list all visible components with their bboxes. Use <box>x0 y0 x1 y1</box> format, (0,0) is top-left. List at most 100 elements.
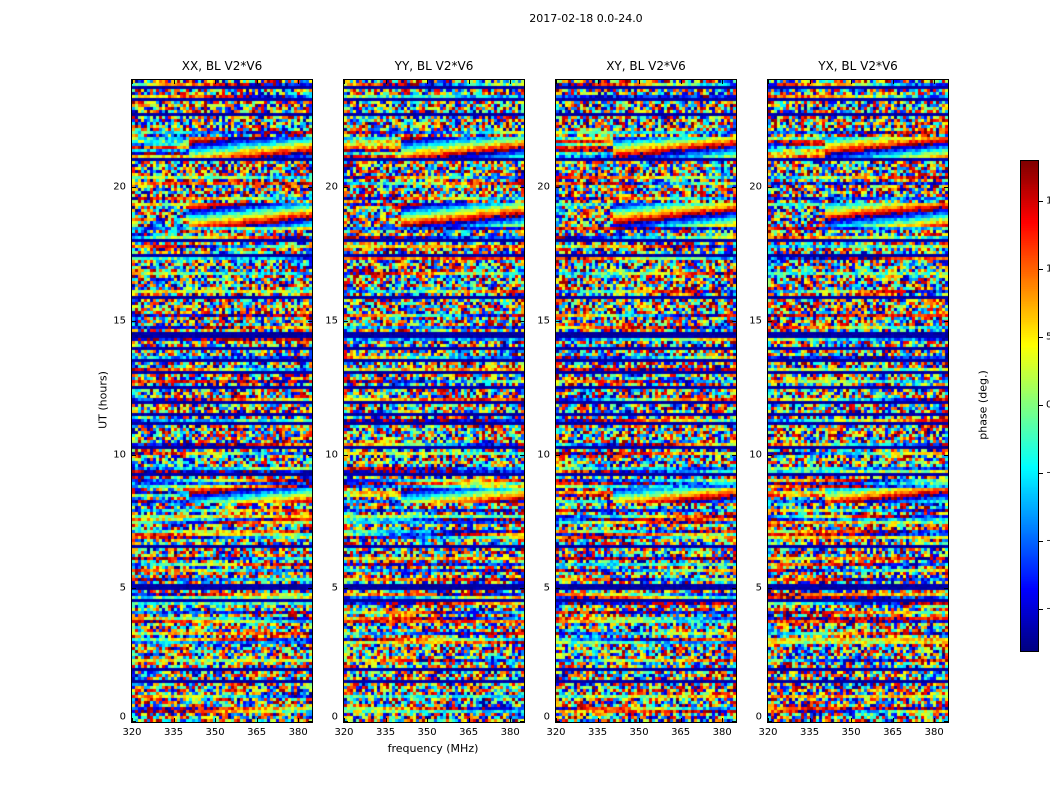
x-tick-mark <box>256 80 258 84</box>
y-tick-mark <box>132 721 136 722</box>
y-tick-mark <box>344 454 348 456</box>
x-tick-mark <box>510 718 512 722</box>
x-tick-mark <box>385 80 387 84</box>
x-tick-mark <box>385 718 387 722</box>
x-tick-label: 335 <box>163 727 184 738</box>
x-tick-mark <box>298 718 300 722</box>
y-tick-label: 20 <box>749 181 762 193</box>
y-tick-label: 10 <box>113 449 126 460</box>
x-tick-mark <box>934 718 936 722</box>
y-tick-label: 0 <box>755 711 762 723</box>
colorbar <box>1020 160 1039 652</box>
y-tick-label: 0 <box>543 711 550 723</box>
colorbar-tick-label: −150 <box>1046 604 1050 615</box>
y-tick-label: 15 <box>749 315 762 327</box>
y-tick-mark <box>132 320 136 322</box>
y-tick-label: 5 <box>331 582 338 594</box>
heatmap-panel-xx: XX, BL V2*V6 320 335 350 365 380 0 5 10 15 20 <box>113 59 313 738</box>
x-tick-mark <box>639 80 641 84</box>
panel-title-xx: XX, BL V2*V6 <box>181 59 263 73</box>
x-tick-label: 380 <box>712 727 732 738</box>
y-tick-mark <box>344 588 348 590</box>
heatmap-panel-yy: YY, BL V2*V6 320 335 350 365 380 0 5 10 15 20 <box>325 59 525 738</box>
y-tick-mark <box>132 588 136 590</box>
y-tick-label: 10 <box>537 449 550 460</box>
x-tick-label: 380 <box>924 727 944 738</box>
x-tick-mark <box>510 80 512 84</box>
heatmap-panel-yx: YX, BL V2*V6 320 335 350 365 380 0 5 10 15 20 <box>749 59 949 738</box>
heatmap-canvas-xy <box>556 80 736 722</box>
colorbar-tick-mark <box>1039 268 1043 270</box>
y-tick-mark <box>768 454 772 456</box>
y-tick-mark <box>768 721 772 722</box>
x-tick-label: 335 <box>587 727 608 738</box>
colorbar-label: phase (deg.) <box>976 370 990 440</box>
y-tick-label: 0 <box>119 711 126 723</box>
heatmap-canvas-yy <box>344 80 524 722</box>
y-tick-mark <box>768 320 772 322</box>
colorbar-tick-label: 150 <box>1046 195 1050 207</box>
x-tick-mark <box>468 718 470 722</box>
y-tick-label: 10 <box>325 449 338 460</box>
y-tick-mark <box>732 187 736 188</box>
x-tick-label: 320 <box>122 727 142 738</box>
figure-title: 2017-02-18 0.0-24.0 <box>529 12 643 25</box>
x-tick-mark <box>468 80 470 84</box>
x-tick-mark <box>597 80 599 84</box>
x-tick-label: 350 <box>205 727 225 738</box>
y-tick-label: 5 <box>119 582 126 594</box>
x-tick-mark <box>556 80 557 84</box>
x-tick-mark <box>680 80 682 84</box>
x-tick-mark <box>639 718 641 722</box>
y-tick-label: 5 <box>543 582 550 594</box>
y-tick-mark <box>732 588 736 590</box>
y-tick-label: 10 <box>749 449 762 460</box>
y-tick-mark <box>768 588 772 590</box>
colorbar-tick-mark <box>1039 200 1043 202</box>
heatmap-canvas-yx <box>768 80 948 722</box>
y-tick-mark <box>732 320 736 322</box>
colorbar-gradient <box>1021 161 1038 651</box>
y-tick-mark <box>732 721 736 722</box>
y-tick-mark <box>308 187 312 188</box>
x-tick-mark <box>256 718 258 722</box>
y-tick-label: 20 <box>113 181 126 193</box>
x-tick-mark <box>427 80 429 84</box>
y-tick-mark <box>344 187 348 188</box>
y-tick-mark <box>308 721 312 722</box>
x-tick-mark <box>173 80 175 84</box>
colorbar-tick-mark <box>1039 609 1043 611</box>
x-tick-mark <box>132 80 133 84</box>
x-tick-label: 365 <box>247 727 267 738</box>
x-tick-mark <box>556 718 557 722</box>
x-tick-mark <box>809 718 811 722</box>
x-tick-label: 320 <box>546 727 566 738</box>
y-tick-mark <box>556 588 560 590</box>
x-tick-mark <box>215 718 217 722</box>
x-tick-label: 365 <box>883 727 903 738</box>
x-tick-mark <box>768 718 769 722</box>
y-tick-mark <box>944 187 948 188</box>
colorbar-tick-label: 100 <box>1046 263 1050 275</box>
y-tick-mark <box>556 454 560 456</box>
y-tick-mark <box>944 454 948 456</box>
y-tick-mark <box>768 187 772 188</box>
x-tick-mark <box>132 718 133 722</box>
heatmap-canvas-xx <box>132 80 312 722</box>
y-tick-mark <box>520 721 524 722</box>
x-tick-mark <box>809 80 811 84</box>
y-tick-mark <box>132 187 136 188</box>
y-tick-mark <box>520 187 524 188</box>
y-tick-mark <box>520 320 524 322</box>
y-tick-label: 20 <box>325 181 338 193</box>
colorbar-tick-mark <box>1039 336 1043 338</box>
colorbar-tick-label: −50 <box>1046 468 1050 479</box>
x-tick-mark <box>344 80 345 84</box>
y-tick-label: 15 <box>113 315 126 327</box>
colorbar-tick-mark <box>1039 473 1043 475</box>
x-tick-mark <box>934 80 936 84</box>
y-tick-mark <box>520 588 524 590</box>
y-tick-label: 15 <box>325 315 338 327</box>
x-tick-mark <box>597 718 599 722</box>
